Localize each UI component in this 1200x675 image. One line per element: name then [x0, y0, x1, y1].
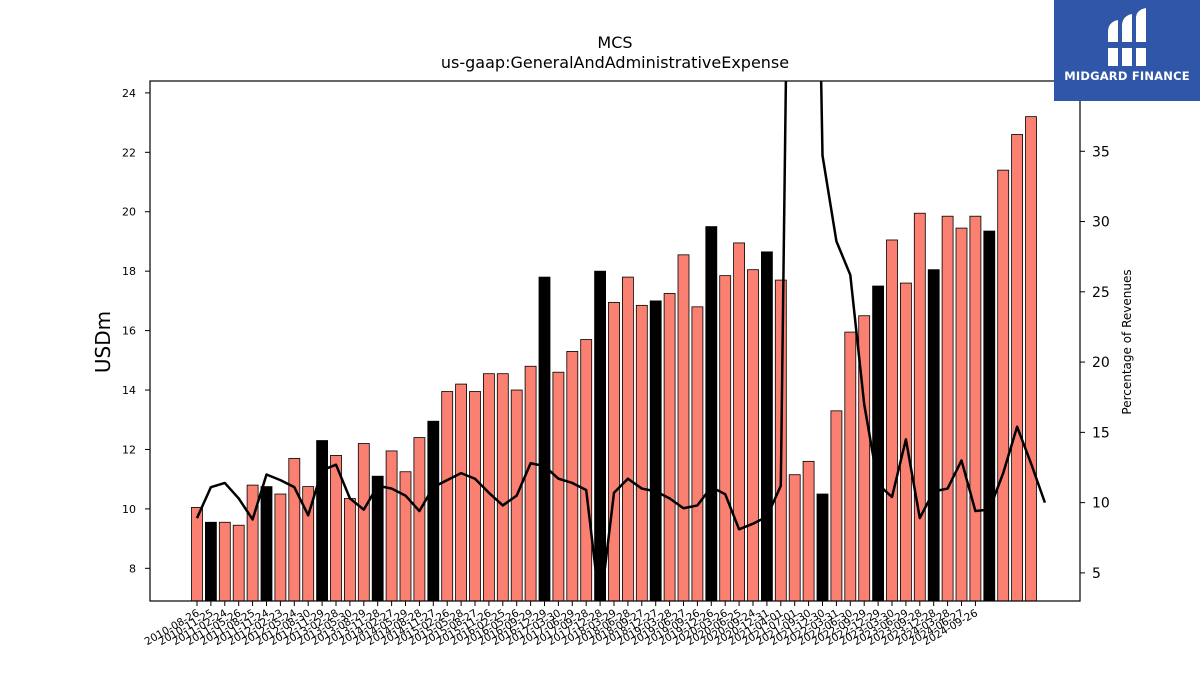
- pct-of-revenues-line: [195, 81, 1047, 601]
- bars-group: [191, 116, 1037, 602]
- logo-mark-icon: [1106, 8, 1148, 66]
- y-tick-label: 22: [122, 146, 136, 159]
- bar: [830, 410, 843, 602]
- y2-tick-label: 30: [1092, 215, 1110, 231]
- bar: [427, 420, 440, 602]
- bar: [371, 475, 384, 602]
- bar: [872, 285, 884, 602]
- bar: [246, 484, 259, 602]
- bar: [399, 471, 412, 602]
- bar: [788, 474, 801, 602]
- bar: [941, 215, 954, 602]
- bar: [622, 276, 634, 602]
- bar: [983, 230, 996, 602]
- bar: [955, 227, 968, 602]
- bar: [385, 450, 398, 602]
- bar: [705, 226, 718, 602]
- bar: [469, 391, 481, 602]
- bar: [260, 486, 273, 602]
- bar: [802, 460, 815, 602]
- y2-tick-label: 15: [1092, 425, 1110, 441]
- bar: [997, 169, 1010, 602]
- y-axis-label: USDm: [91, 311, 115, 373]
- bar: [649, 300, 662, 602]
- bar: [608, 301, 620, 602]
- bar: [538, 276, 551, 602]
- bar: [691, 306, 704, 602]
- bar: [441, 391, 454, 602]
- chart-title: MCS: [597, 33, 632, 52]
- bar: [886, 239, 898, 602]
- bar: [635, 304, 648, 602]
- bar: [747, 269, 759, 602]
- bar: [1025, 116, 1037, 602]
- bar: [288, 457, 301, 602]
- pct-line-group: [195, 81, 1047, 601]
- bar: [913, 212, 926, 602]
- y2-tick-label: 25: [1092, 285, 1110, 301]
- bar: [413, 437, 426, 602]
- bar: [204, 521, 217, 602]
- bar: [761, 251, 773, 602]
- bar: [218, 521, 231, 602]
- bar: [663, 293, 676, 602]
- y-tick-label: 14: [122, 384, 136, 397]
- bar: [316, 440, 329, 602]
- bar: [677, 254, 690, 602]
- bar: [733, 242, 745, 602]
- bar: [496, 373, 509, 602]
- bar: [1011, 134, 1023, 602]
- y2-tick-label: 5: [1092, 566, 1101, 582]
- y2-tick-label: 35: [1092, 144, 1110, 160]
- y-tick-label: 20: [122, 206, 136, 219]
- bar: [232, 524, 245, 602]
- y-tick-label: 10: [122, 503, 136, 516]
- brand-logo: MIDGARD FINANCE: [1054, 0, 1200, 101]
- bar: [927, 269, 940, 602]
- bar: [844, 331, 857, 602]
- y-tick-label: 12: [122, 443, 136, 456]
- bar: [969, 215, 982, 602]
- bar: [455, 383, 468, 602]
- plot-frame: [149, 80, 1081, 602]
- axes-group: 8101214161820222451015202530352010-08-26…: [122, 80, 1110, 648]
- bar: [343, 498, 356, 602]
- bar: [274, 493, 287, 602]
- bar: [719, 275, 732, 602]
- bar: [566, 350, 579, 602]
- y2-tick-label: 20: [1092, 355, 1110, 371]
- chart-subtitle: us-gaap:GeneralAndAdministrativeExpense: [441, 53, 789, 72]
- bar: [580, 339, 593, 602]
- logo-text: MIDGARD FINANCE: [1064, 69, 1190, 83]
- y2-axis-label: Percentage of Revenues: [1120, 269, 1134, 414]
- bar: [357, 443, 370, 602]
- y-tick-label: 16: [122, 325, 136, 338]
- bar: [816, 493, 829, 602]
- y-tick-label: 24: [122, 87, 136, 100]
- y-tick-label: 8: [129, 562, 136, 575]
- y-tick-label: 18: [122, 265, 136, 278]
- y2-tick-label: 10: [1092, 496, 1110, 512]
- bar: [594, 270, 606, 602]
- bar: [552, 371, 565, 602]
- bar: [191, 506, 203, 602]
- bar: [524, 365, 537, 602]
